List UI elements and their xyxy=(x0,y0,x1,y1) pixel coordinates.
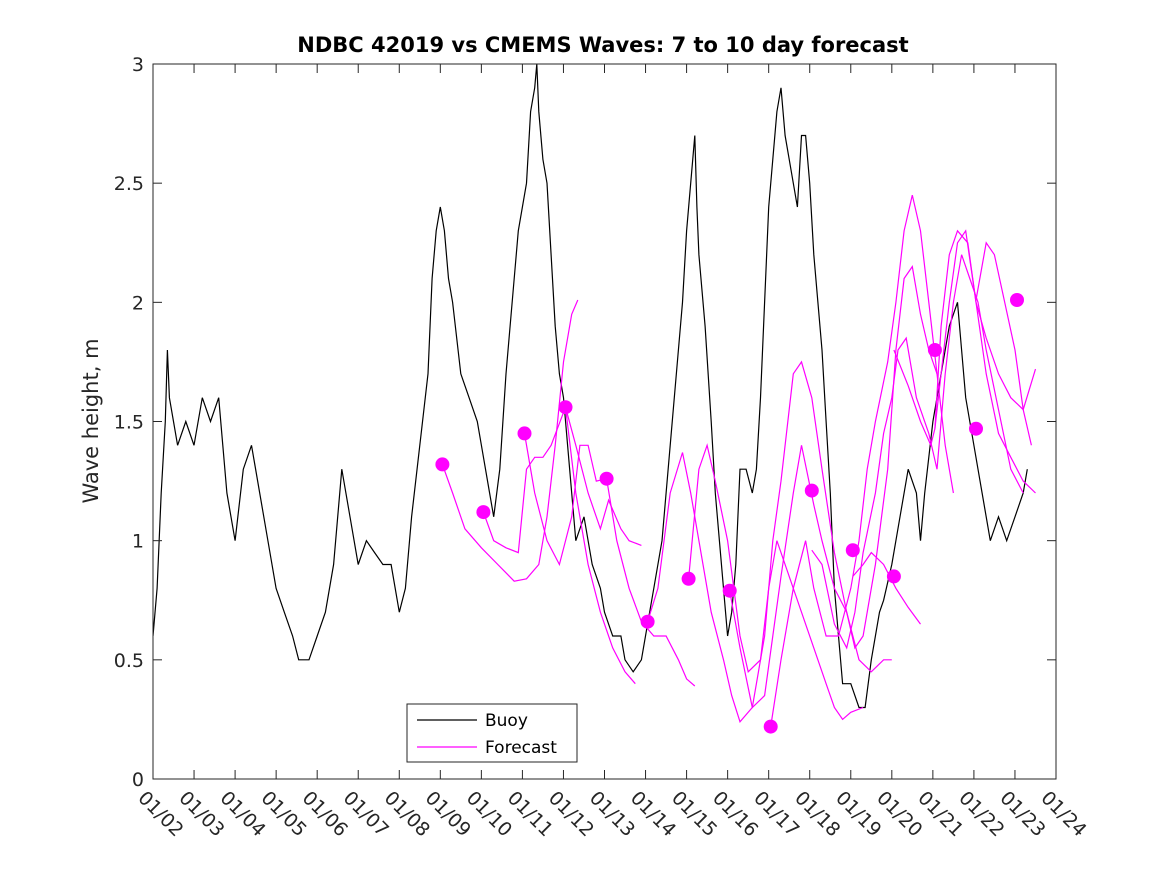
x-tick-label: 01/08 xyxy=(380,787,434,841)
x-tick-label: 01/03 xyxy=(174,787,228,841)
forecast-marker-14 xyxy=(969,421,983,436)
forecast-marker-8 xyxy=(722,583,737,598)
x-tick-label: 01/21 xyxy=(913,787,967,841)
forecast-marker-9 xyxy=(763,719,778,734)
x-tick-label: 01/07 xyxy=(339,787,393,841)
x-tick-label: 01/22 xyxy=(954,787,1008,841)
y-tick-label: 2 xyxy=(132,292,144,314)
forecast-marker-7 xyxy=(681,571,696,586)
x-tick-label: 01/05 xyxy=(257,787,311,841)
y-axis-label: Wave height, m xyxy=(79,338,103,503)
x-tick-label: 01/16 xyxy=(708,787,762,841)
plot-area: 00.511.522.5301/0201/0301/0401/0501/0601… xyxy=(114,54,1091,841)
series-line-forecast-1 xyxy=(441,299,579,582)
x-tick-label: 01/10 xyxy=(462,787,516,841)
x-tick-label: 01/24 xyxy=(1036,787,1090,841)
x-tick-label: 01/23 xyxy=(995,787,1049,841)
forecast-marker-13 xyxy=(927,343,942,357)
series-line-buoy xyxy=(153,64,1028,709)
x-tick-label: 01/15 xyxy=(667,787,721,841)
x-tick-label: 01/06 xyxy=(298,787,352,841)
legend: Buoy Forecast xyxy=(406,703,578,763)
series-line-forecast-12 xyxy=(934,229,1037,429)
legend-box xyxy=(406,703,578,763)
series-line-forecast-7 xyxy=(729,265,938,709)
forecast-marker-15 xyxy=(1010,293,1024,307)
series-line-forecast-10 xyxy=(852,551,921,625)
series-line-forecast-2 xyxy=(482,405,642,554)
forecast-marker-4 xyxy=(558,400,573,415)
forecast-marker-3 xyxy=(517,426,532,441)
x-tick-label: 01/17 xyxy=(749,787,803,841)
x-tick-label: 01/13 xyxy=(585,787,639,841)
y-tick-label: 3 xyxy=(132,54,144,76)
y-tick-label: 1 xyxy=(132,531,144,553)
y-tick-label: 0.5 xyxy=(114,650,144,672)
series-line-forecast-13 xyxy=(975,241,1032,446)
legend-label-forecast: Forecast xyxy=(485,738,557,758)
data-layer xyxy=(153,64,1037,734)
forecast-marker-12 xyxy=(886,569,901,584)
x-tick-label: 01/04 xyxy=(216,787,270,841)
y-tick-label: 1.5 xyxy=(114,412,144,434)
series-line-forecast-4 xyxy=(564,407,636,685)
forecast-marker-2 xyxy=(476,505,491,520)
x-tick-label: 01/19 xyxy=(831,787,885,841)
legend-label-buoy: Buoy xyxy=(485,711,528,731)
forecast-marker-10 xyxy=(804,483,819,498)
series-line-forecast-11 xyxy=(893,229,1036,494)
forecast-marker-1 xyxy=(435,457,450,472)
forecast-marker-5 xyxy=(599,471,614,486)
x-tick-label: 01/18 xyxy=(790,787,844,841)
x-tick-label: 01/09 xyxy=(421,787,475,841)
series-line-forecast-6 xyxy=(688,443,864,721)
x-tick-label: 01/02 xyxy=(133,787,187,841)
x-tick-label: 01/11 xyxy=(503,787,557,841)
y-tick-label: 0 xyxy=(132,769,144,791)
x-tick-label: 01/14 xyxy=(626,787,680,841)
y-tick-label: 2.5 xyxy=(114,173,144,195)
chart-title: NDBC 42019 vs CMEMS Waves: 7 to 10 day f… xyxy=(297,33,908,57)
forecast-marker-11 xyxy=(845,543,860,558)
x-tick-label: 01/20 xyxy=(872,787,926,841)
x-tick-label: 01/12 xyxy=(544,787,598,841)
series-line-forecast-8 xyxy=(770,194,954,727)
forecast-marker-6 xyxy=(640,614,655,629)
